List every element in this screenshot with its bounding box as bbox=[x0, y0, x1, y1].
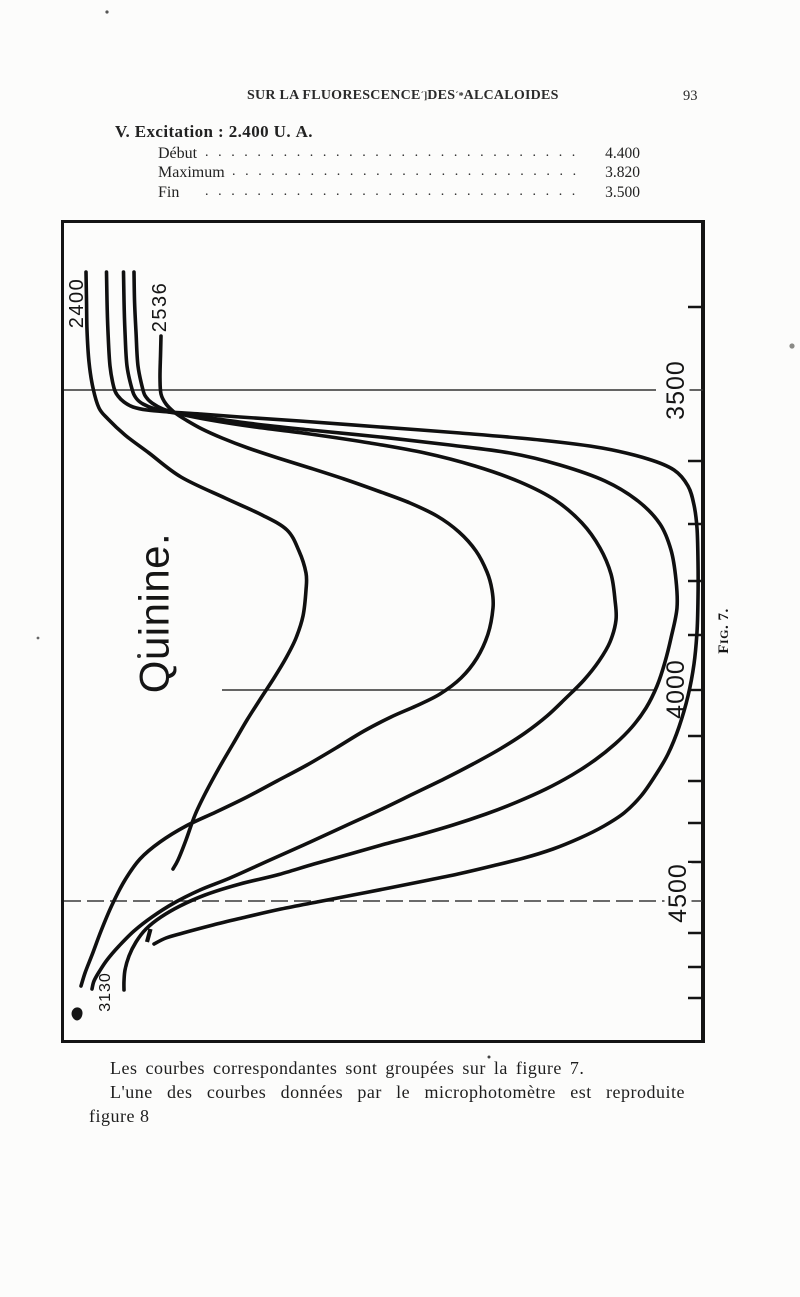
svg-text:3130: 3130 bbox=[97, 972, 114, 1012]
svg-text:3500: 3500 bbox=[662, 360, 690, 420]
svg-text:2400: 2400 bbox=[66, 278, 88, 329]
svg-text:Quinine.: Quinine. bbox=[131, 533, 178, 693]
svg-text:FIG. 7.: FIG. 7. bbox=[716, 608, 732, 653]
svg-text:4500: 4500 bbox=[664, 863, 692, 923]
svg-text:2536: 2536 bbox=[149, 282, 171, 333]
